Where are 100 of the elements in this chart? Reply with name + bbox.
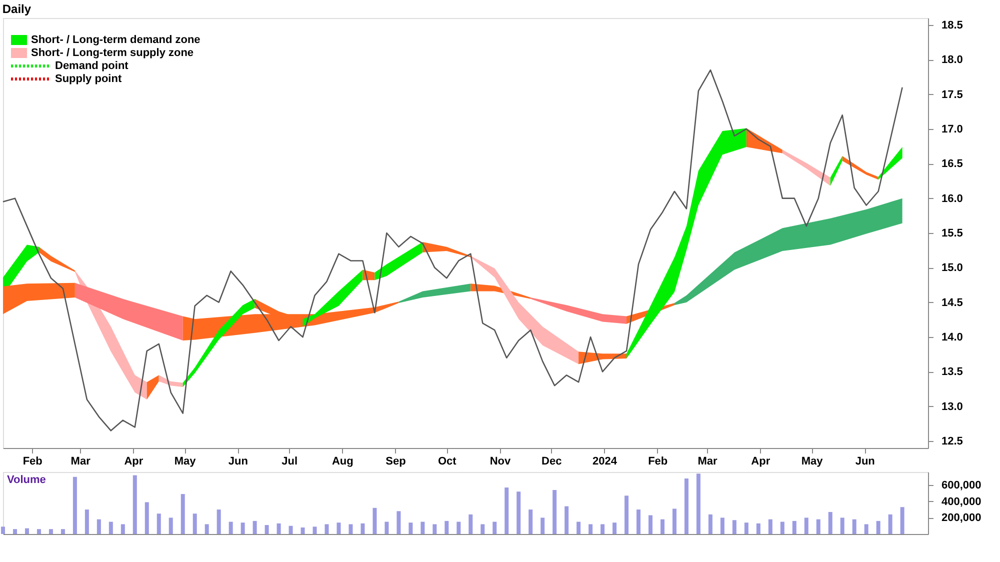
y-tick-label: 600,000 [942, 480, 982, 492]
bar [588, 524, 593, 534]
y-tick-label: 400,000 [942, 496, 982, 508]
chart-title: Daily [2, 2, 32, 16]
bar [72, 476, 77, 534]
bar [480, 524, 485, 534]
bar [708, 514, 712, 534]
bar [264, 525, 269, 534]
bar [252, 520, 257, 534]
bar [576, 522, 581, 534]
y-tick-label: 16.0 [942, 192, 963, 205]
bar [288, 526, 293, 534]
bar [336, 522, 341, 534]
x-tick-label: Apr [751, 456, 771, 468]
bar [528, 510, 533, 534]
x-tick-label: Nov [490, 456, 512, 468]
y-tick-label: 12.5 [942, 436, 963, 448]
bar [216, 510, 221, 534]
y-tick-label: 18.0 [942, 54, 963, 66]
y-tick-label: 13.0 [942, 400, 963, 413]
y-tick-label: 16.5 [942, 158, 963, 170]
bar [756, 523, 760, 534]
bar [864, 524, 868, 534]
bar [348, 524, 353, 534]
bar [720, 518, 724, 534]
bar [900, 507, 904, 534]
bar [744, 522, 748, 534]
y-tick-label: 14.5 [942, 296, 963, 309]
y-tick-label: 13.5 [942, 366, 963, 378]
y-tick-label: 17.5 [942, 88, 963, 101]
bar [660, 519, 664, 534]
bar [444, 520, 449, 534]
bar [876, 520, 880, 534]
bar [1, 526, 5, 534]
x-tick-label: Sep [386, 456, 406, 468]
bar [108, 522, 113, 534]
x-tick-label: May [801, 456, 824, 468]
bar [228, 522, 233, 534]
x-tick-label: Dec [542, 456, 562, 468]
bar [420, 522, 425, 534]
x-tick-label: Jun [228, 456, 248, 468]
y-tick-label: 18.5 [942, 19, 963, 32]
bar [120, 524, 125, 534]
bar [792, 520, 796, 534]
x-tick-label: Jun [855, 456, 876, 468]
x-tick-label: Oct [438, 456, 457, 468]
bar [144, 502, 149, 534]
legend-label: Supply point [55, 73, 122, 85]
bar [468, 514, 473, 534]
bar [540, 518, 545, 534]
x-tick-label: Feb [648, 456, 668, 468]
bar [552, 490, 557, 534]
bar [888, 514, 892, 534]
bar [168, 518, 173, 534]
bar [396, 511, 401, 534]
bar [204, 524, 209, 534]
x-tick-label: Apr [124, 456, 144, 468]
bar [84, 510, 89, 534]
bar [504, 488, 509, 534]
bar [36, 529, 41, 534]
bar [492, 522, 497, 534]
bar [612, 522, 617, 534]
legend-label: Demand point [55, 60, 129, 72]
bar [24, 528, 29, 534]
x-tick-label: Mar [698, 456, 718, 468]
legend-label: Short- / Long-term supply zone [31, 47, 194, 59]
x-tick-label: May [174, 456, 197, 468]
bar [672, 508, 676, 534]
y-tick-label: 200,000 [942, 512, 982, 524]
bar [132, 475, 137, 534]
bar [96, 519, 101, 534]
x-tick-label: 2024 [592, 456, 618, 468]
y-tick-label: 15.5 [942, 228, 963, 240]
bar [780, 522, 784, 534]
bar [12, 529, 17, 534]
bar [636, 510, 641, 534]
bar [828, 512, 832, 534]
y-tick-label: 14.0 [942, 332, 963, 344]
bar [684, 478, 688, 534]
bar [60, 529, 65, 534]
bar [624, 496, 629, 534]
bar [408, 522, 413, 534]
bar [804, 518, 808, 534]
bar [276, 523, 281, 534]
x-tick-label: Jul [282, 456, 298, 468]
bar [300, 527, 305, 534]
bar [360, 523, 365, 534]
bar [768, 519, 772, 534]
x-tick-label: Mar [70, 456, 92, 468]
bar [48, 529, 53, 534]
y-axis-title: Volume [7, 474, 46, 486]
bar [324, 524, 329, 534]
bar [840, 518, 844, 534]
y-tick-label: 17.0 [942, 123, 963, 136]
bar [192, 514, 197, 534]
bar [432, 524, 437, 534]
legend-label: Short- / Long-term demand zone [31, 34, 200, 46]
bar [456, 522, 461, 534]
bar [732, 520, 736, 534]
bar [180, 494, 185, 534]
